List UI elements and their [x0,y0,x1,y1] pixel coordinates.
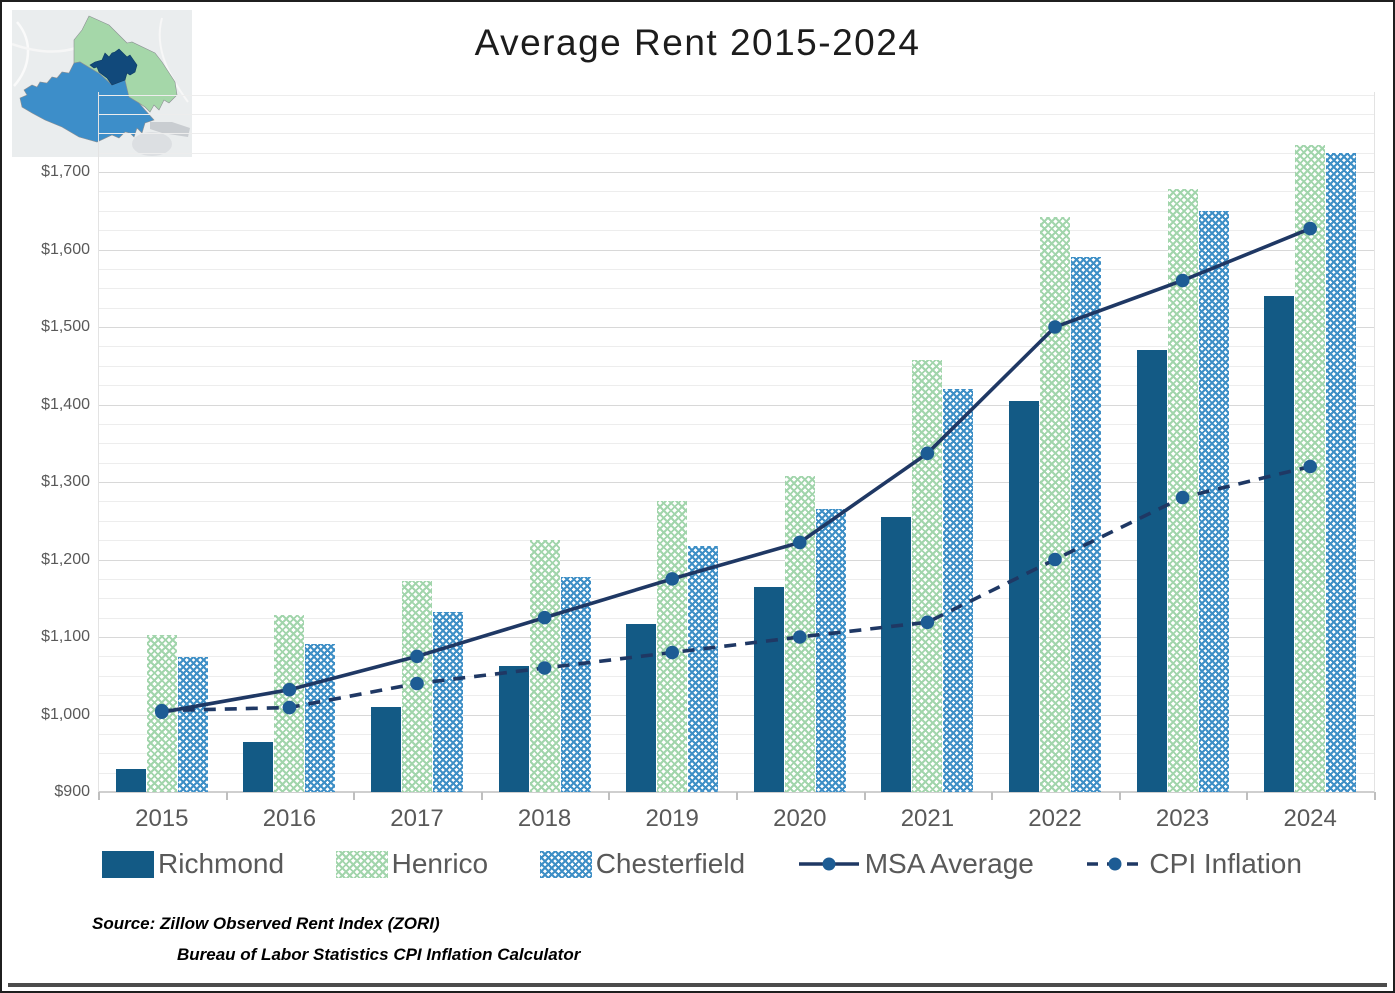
bar-chesterfield-2024 [1326,152,1357,792]
x-axis-category-label: 2018 [517,805,572,832]
legend-label: Chesterfield [595,848,746,879]
minor-gridline [98,94,1374,96]
x-axis-category-label: 2022 [1028,805,1082,832]
chart-title: Average Rent 2015-2024 [474,22,921,63]
map-road [13,21,30,87]
x-axis-tick [736,792,738,800]
x-axis-category-label: 2015 [135,805,189,832]
bar-richmond-2020 [753,586,784,792]
msa-line-swatch-icon [798,857,859,871]
bar-henrico-2020 [784,475,815,792]
minor-gridline [98,152,1374,154]
cpi-line-swatch-icon [1087,857,1144,871]
bar-henrico-2018 [529,540,560,792]
x-axis-category-label: 2019 [645,805,699,832]
bar-henrico-2023 [1167,189,1198,792]
bar-richmond-2023 [1136,350,1167,792]
x-axis-category-label: 2023 [1155,805,1210,832]
legend-item-cpi-inflation: CPI Inflation [1085,848,1302,880]
x-axis-tick [1118,792,1121,800]
plot-right-edge [1374,92,1375,792]
minor-gridline [98,753,1374,755]
x-axis-tick [608,792,611,800]
legend-item-richmond: Richmond [102,848,284,880]
bar-henrico-2017 [402,581,432,792]
x-axis-category-label: 2020 [773,805,827,832]
bar-chesterfield-2016 [305,643,336,792]
legend-label: Henrico [391,848,489,879]
x-axis-category-label: 2021 [900,805,955,832]
source-line-1: Source: Zillow Observed Rent Index (ZORI… [92,914,440,933]
map-urban-area [132,132,172,156]
minor-gridline [98,113,1374,115]
y-axis-tick-label: $1,100 [41,628,90,645]
y-axis-tick-label: $1,400 [41,395,90,413]
bar-richmond-2015 [115,768,146,792]
henrico-swatch-icon [335,850,388,878]
x-axis-tick [98,792,100,800]
bar-richmond-2021 [881,516,912,792]
y-axis-tick-label: $1,600 [41,240,90,258]
bar-richmond-2022 [1009,400,1039,792]
legend-label: CPI Inflation [1149,848,1302,879]
bar-richmond-2018 [498,666,529,792]
bar-chesterfield-2022 [1071,257,1101,792]
bar-henrico-2024 [1295,144,1326,792]
x-axis-tick [1246,792,1249,800]
bar-henrico-2022 [1040,216,1070,792]
slide-bottom-rule [8,983,1387,987]
y-axis-tick-label: $1,200 [41,550,90,568]
x-axis-tick [480,792,483,800]
x-axis-category-label: 2016 [262,805,317,832]
legend-label: Richmond [158,848,285,879]
plot-left-edge [98,92,99,792]
bar-chesterfield-2019 [688,545,719,792]
major-gridline [98,172,1374,173]
minor-gridline [98,210,1374,212]
minor-gridline [98,133,1374,135]
y-axis-tick-label: $1,700 [41,163,90,180]
bar-henrico-2021 [912,359,943,792]
major-gridline [98,714,1374,716]
y-axis-tick-label: $1,000 [41,705,90,723]
bar-chesterfield-2017 [433,612,463,792]
msa-locator-map [12,10,192,157]
y-axis-tick-label: $1,500 [41,318,90,335]
minor-gridline [98,772,1374,774]
y-axis-tick-label: $1,300 [41,473,90,490]
source-line-2: Bureau of Labor Statistics CPI Inflation… [177,945,581,964]
bar-chesterfield-2023 [1198,210,1229,792]
x-axis-tick [863,792,866,800]
x-axis-category-label: 2024 [1283,805,1337,832]
source-note: Source: Zillow Observed Rent Index (ZORI… [92,908,580,970]
chart-legend: Richmond Henrico Chesterfield MSA Averag… [102,843,1302,885]
x-axis-tick [991,792,994,800]
minor-gridline [98,733,1374,735]
bar-chesterfield-2020 [815,509,846,792]
x-axis-tick [353,792,356,800]
bar-chesterfield-2015 [177,657,208,792]
bar-richmond-2017 [371,706,401,792]
x-axis-tick [1374,792,1376,800]
bar-henrico-2016 [274,615,305,792]
legend-item-msa-average: MSA Average [797,848,1034,880]
legend-item-chesterfield: Chesterfield [539,848,746,880]
minor-gridline [98,191,1374,193]
x-axis-tick [225,792,228,800]
legend-item-henrico: Henrico [335,848,489,880]
bar-chesterfield-2021 [943,389,974,792]
bar-richmond-2016 [243,741,274,792]
map-region-richmond [89,48,138,86]
bar-henrico-2019 [657,501,688,792]
bar-richmond-2019 [626,623,657,792]
legend-label: MSA Average [864,848,1034,879]
bar-henrico-2015 [146,635,177,792]
bar-chesterfield-2018 [560,577,591,792]
x-axis-category-label: 2017 [390,805,444,832]
chesterfield-swatch-icon [539,850,592,878]
bar-richmond-2024 [1264,296,1295,792]
richmond-swatch-icon [102,850,154,878]
y-axis-tick-label: $900 [54,783,90,800]
